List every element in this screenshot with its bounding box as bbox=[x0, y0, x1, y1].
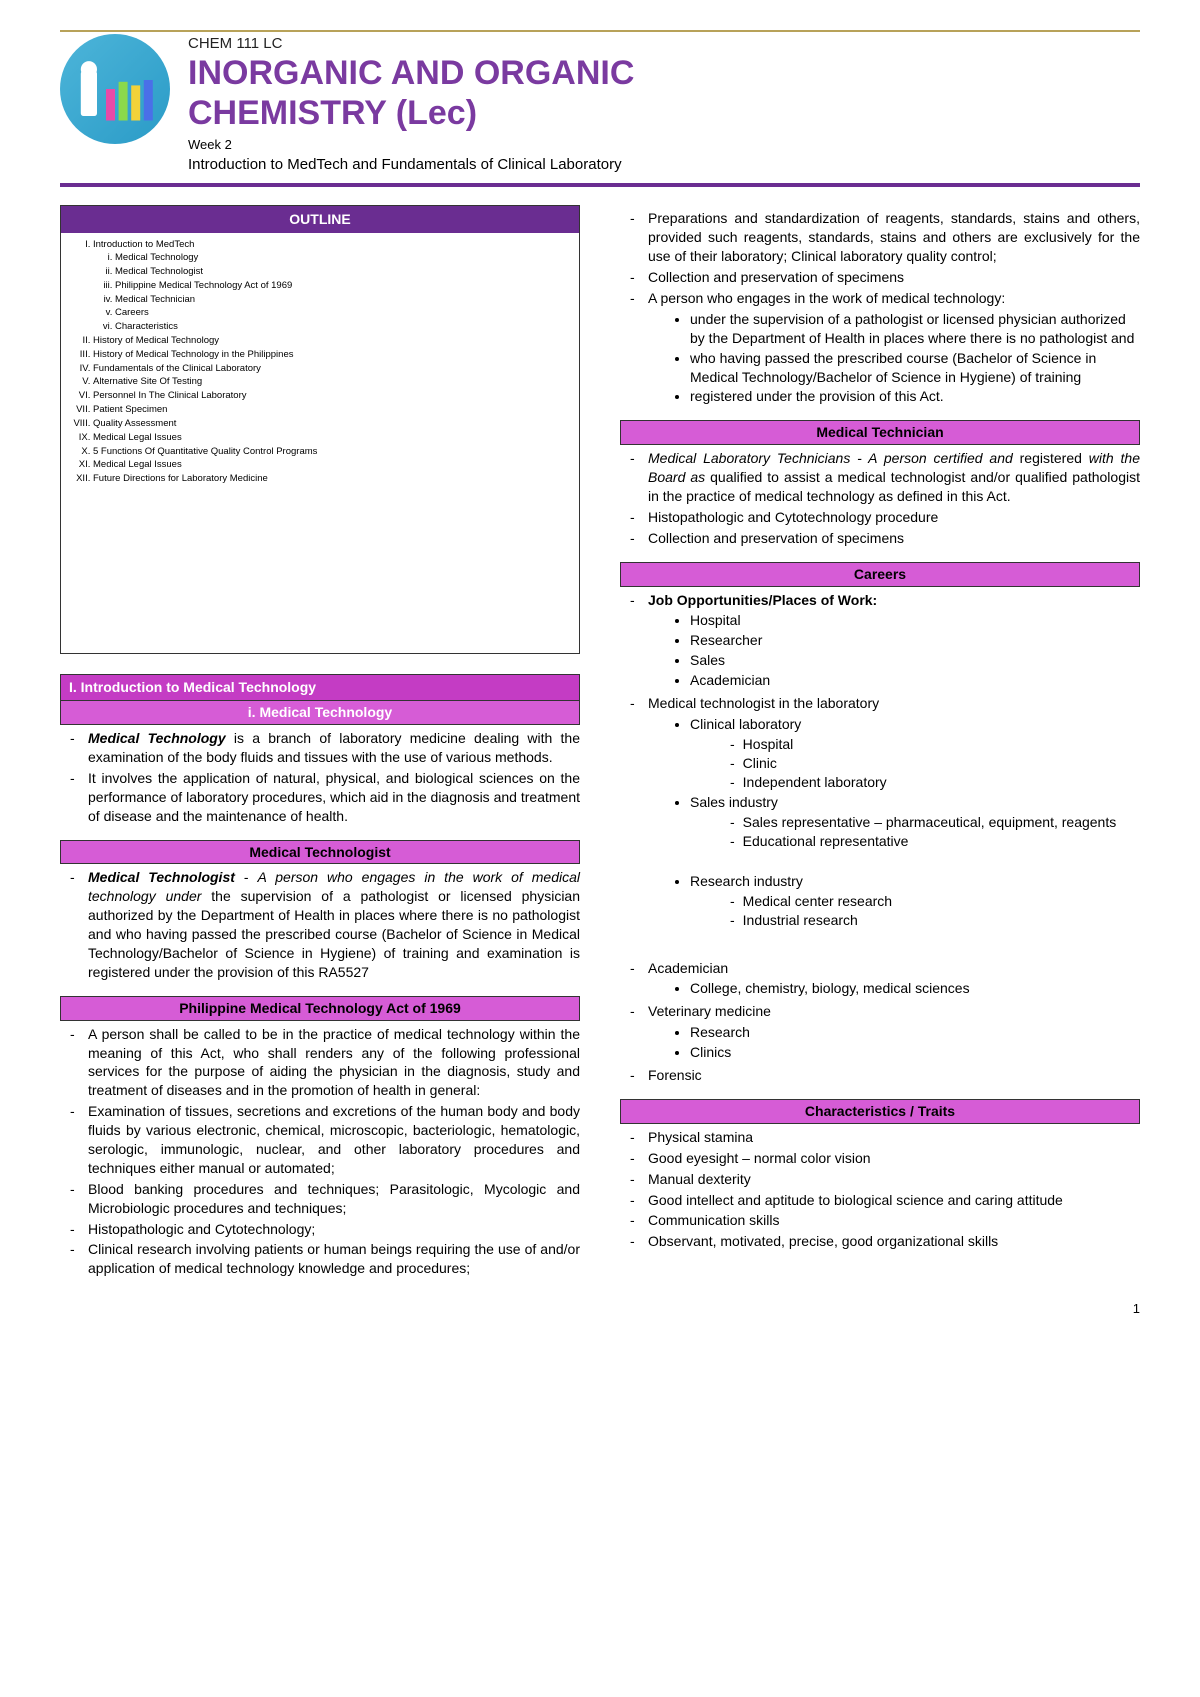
outline-box: OUTLINE Introduction to MedTechMedical T… bbox=[60, 205, 580, 654]
careers-lab-wrap: Medical technologist in the laboratory bbox=[620, 694, 1140, 713]
course-title-1: INORGANIC AND ORGANIC bbox=[188, 56, 1140, 92]
top-accent-line bbox=[60, 30, 1140, 32]
page-header: CHEM 111 LC INORGANIC AND ORGANIC CHEMIS… bbox=[60, 34, 1140, 175]
traits-list: Physical staminaGood eyesight – normal c… bbox=[620, 1128, 1140, 1251]
left-column: OUTLINE Introduction to MedTechMedical T… bbox=[60, 205, 580, 1280]
careers-header: Careers bbox=[620, 562, 1140, 587]
act-list: A person shall be called to be in the pr… bbox=[60, 1025, 580, 1279]
careers-lab-label: Medical technologist in the laboratory bbox=[648, 694, 1140, 713]
careers-vet-sub: ResearchClinics bbox=[620, 1023, 1140, 1062]
careers-intro-list: Job Opportunities/Places of Work: bbox=[620, 591, 1140, 610]
careers-acad-wrap: Academician bbox=[620, 959, 1140, 978]
careers-lab-sublist: Clinical laboratoryHospitalClinicIndepen… bbox=[620, 715, 1140, 949]
careers-intro: Job Opportunities/Places of Work: bbox=[648, 591, 1140, 610]
medtechnician-header: Medical Technician bbox=[620, 420, 1140, 445]
subtitle: Introduction to MedTech and Fundamentals… bbox=[188, 155, 1140, 175]
outline-body: Introduction to MedTechMedical Technolog… bbox=[61, 233, 579, 653]
page-number: 1 bbox=[60, 1300, 1140, 1318]
section-medtech-sub: i. Medical Technology bbox=[60, 701, 580, 725]
act-header: Philippine Medical Technology Act of 196… bbox=[60, 996, 580, 1021]
course-code: CHEM 111 LC bbox=[188, 34, 1140, 54]
outline-header: OUTLINE bbox=[61, 206, 579, 233]
header-rule bbox=[60, 183, 1140, 187]
careers-forensic-wrap: Forensic bbox=[620, 1066, 1140, 1085]
careers-vet-label: Veterinary medicine bbox=[648, 1002, 1140, 1021]
right-column: Preparations and standardization of reag… bbox=[620, 205, 1140, 1280]
right-top-sublist: under the supervision of a pathologist o… bbox=[620, 310, 1140, 406]
logo-icon bbox=[60, 34, 170, 144]
careers-acad-label: Academician bbox=[648, 959, 1140, 978]
careers-bullets: HospitalResearcherSalesAcademician bbox=[620, 611, 1140, 690]
medtechologist-header: Medical Technologist bbox=[60, 840, 580, 865]
medtechnician-list: Medical Laboratory Technicians - A perso… bbox=[620, 449, 1140, 547]
week-label: Week 2 bbox=[188, 136, 1140, 154]
medtech-list: Medical Technology is a branch of labora… bbox=[60, 729, 580, 825]
right-top-list: Preparations and standardization of reag… bbox=[620, 209, 1140, 307]
careers-forensic-label: Forensic bbox=[648, 1066, 1140, 1085]
course-title-2: CHEMISTRY (Lec) bbox=[188, 96, 1140, 132]
traits-header: Characteristics / Traits bbox=[620, 1099, 1140, 1124]
careers-acad-sub: College, chemistry, biology, medical sci… bbox=[620, 979, 1140, 998]
content-columns: OUTLINE Introduction to MedTechMedical T… bbox=[60, 205, 1140, 1280]
careers-vet-wrap: Veterinary medicine bbox=[620, 1002, 1140, 1021]
section-intro-header: I. Introduction to Medical Technology bbox=[60, 674, 580, 701]
medtechologist-list: Medical Technologist - A person who enga… bbox=[60, 868, 580, 981]
